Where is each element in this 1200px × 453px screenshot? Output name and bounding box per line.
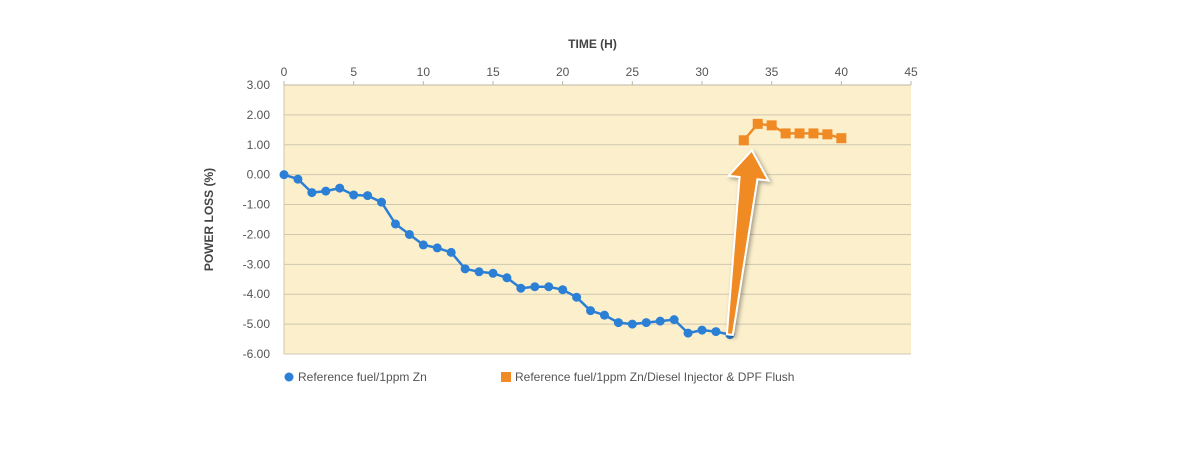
data-point — [599, 310, 609, 320]
data-point — [586, 306, 596, 316]
data-point — [432, 243, 442, 253]
legend-label-flush: Reference fuel/1ppm Zn/Diesel Injector &… — [515, 370, 794, 384]
x-tick-label: 15 — [486, 65, 500, 79]
x-tick-label: 0 — [281, 65, 288, 79]
y-tick-label: 3.00 — [247, 78, 271, 92]
y-tick-label: -1.00 — [243, 198, 271, 212]
data-point — [766, 120, 777, 131]
x-tick-label: 30 — [695, 65, 709, 79]
data-point — [321, 186, 331, 196]
x-tick-label: 40 — [835, 65, 849, 79]
series-1 — [738, 118, 847, 146]
data-point — [544, 282, 554, 292]
data-point — [752, 118, 763, 129]
data-point — [293, 174, 303, 184]
data-point — [822, 129, 833, 140]
y-tick-label: 1.00 — [247, 138, 271, 152]
data-point — [780, 128, 791, 139]
legend-marker-flush — [501, 372, 511, 382]
data-point — [669, 315, 679, 325]
data-point — [502, 273, 512, 283]
data-point — [460, 264, 470, 274]
y-tick-label: 2.00 — [247, 108, 271, 122]
y-tick-label: -4.00 — [243, 287, 271, 301]
data-point — [808, 128, 819, 139]
x-axis-ticks: 0 5 10 15 20 25 30 35 40 45 — [281, 65, 918, 85]
data-point — [572, 292, 582, 302]
data-point — [558, 285, 568, 295]
series-0 — [279, 170, 735, 340]
x-tick-label: 45 — [904, 65, 918, 79]
x-axis-title: TIME (H) — [568, 37, 617, 51]
data-point — [307, 188, 317, 198]
data-point — [613, 318, 623, 328]
data-point — [349, 190, 359, 200]
gridlines — [283, 84, 911, 355]
x-tick-label: 25 — [626, 65, 640, 79]
data-point — [516, 283, 526, 293]
x-tick-label: 20 — [556, 65, 570, 79]
y-tick-label: -6.00 — [243, 347, 271, 361]
x-tick-label: 35 — [765, 65, 779, 79]
data-point — [627, 319, 637, 329]
data-point — [641, 318, 651, 328]
data-point — [390, 219, 400, 229]
data-point — [377, 197, 387, 207]
data-point — [738, 135, 749, 146]
y-axis-title: POWER LOSS (%) — [202, 168, 216, 271]
data-point — [335, 183, 345, 193]
data-point — [418, 240, 428, 250]
y-tick-label: 0.00 — [247, 168, 271, 182]
legend-marker-reference-fuel — [284, 372, 294, 382]
y-axis-ticks: 3.00 2.00 1.00 0.00 -1.00 -2.00 -3.00 -4.00 -5.0… — [243, 78, 271, 361]
y-tick-label: -2.00 — [243, 227, 271, 241]
data-point — [530, 282, 540, 292]
data-point — [363, 191, 373, 201]
data-point — [683, 328, 693, 338]
plot-area — [284, 85, 911, 354]
data-point — [836, 133, 847, 144]
y-tick-label: -5.00 — [243, 317, 271, 331]
data-point — [697, 325, 707, 335]
data-point — [488, 268, 498, 278]
annotation-arrow-shape — [725, 148, 771, 337]
legend: Reference fuel/1ppm Zn Reference fuel/1p… — [284, 370, 794, 384]
data-point — [794, 128, 805, 139]
data-point — [655, 316, 665, 326]
data-point — [404, 229, 414, 239]
annotation-arrow — [725, 148, 771, 337]
x-tick-label: 10 — [417, 65, 431, 79]
data-point — [279, 170, 289, 180]
data-point — [446, 247, 456, 257]
y-tick-label: -3.00 — [243, 257, 271, 271]
data-point — [711, 327, 721, 337]
legend-label-reference-fuel: Reference fuel/1ppm Zn — [298, 370, 427, 384]
x-tick-label: 5 — [350, 65, 357, 79]
series-layer — [279, 118, 847, 340]
data-point — [474, 267, 484, 277]
